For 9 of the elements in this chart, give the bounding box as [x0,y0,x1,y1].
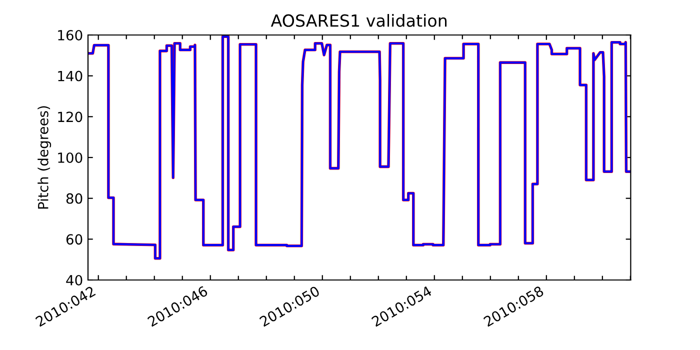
y-tick-label: 60 [66,234,82,245]
y-tick-label: 140 [58,70,82,82]
y-tick-label: 100 [58,152,82,163]
chart-title: AOSARES1 validation [270,14,447,27]
y-tick-label: 120 [58,112,82,122]
y-tick-label: 160 [58,30,82,40]
y-axis-title: Pitch (degrees) [38,106,52,209]
y-tick-label: 40 [66,274,82,286]
y-tick-label: 80 [66,193,82,204]
